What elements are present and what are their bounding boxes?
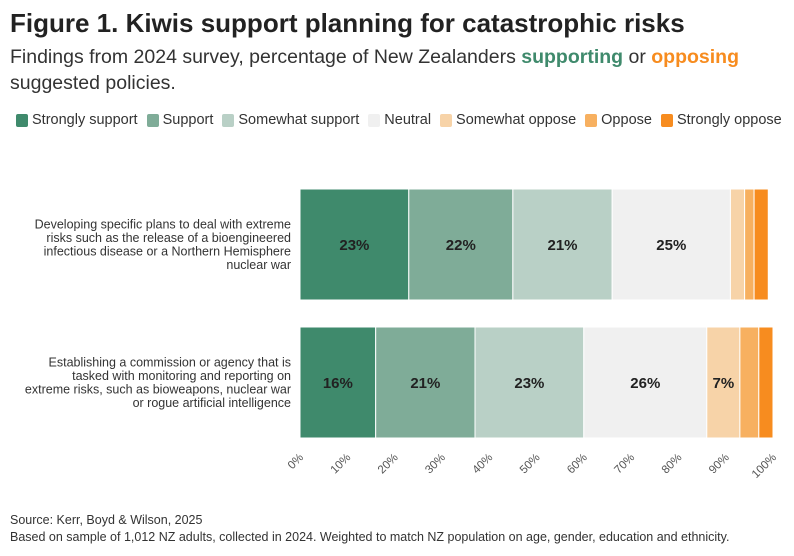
bar-segment [583,326,708,439]
data-label: 21% [410,375,440,392]
legend-label: Strongly oppose [676,112,782,128]
data-label: 7% [712,375,734,392]
legend-label: Oppose [601,112,652,128]
x-tick-label: 60% [565,452,590,477]
category-label-line: or rogue artificial intelligence [133,396,291,410]
bar-segment [758,326,774,439]
x-tick-label: 10% [329,452,354,477]
subtitle-connector: or [623,46,652,68]
source-note: Source: Kerr, Boyd & Wilson, 2025 [10,513,203,527]
bar-segment [408,188,514,301]
category-label-line: Developing specific plans to deal with e… [35,217,291,231]
bar-segment [706,326,741,439]
x-tick-label: 0% [286,452,306,472]
legend-swatch [368,113,381,127]
x-tick-label: 100% [750,452,779,481]
legend-item-strongly-support: Strongly support [16,112,138,128]
category-label-line: tasked with monitoring and reporting on [72,369,291,383]
subtitle-tail: suggested policies. [10,72,176,94]
subtitle-supporting: supporting [521,46,624,68]
category-label-line: Establishing a commission or agency that… [49,355,291,369]
x-tick-label: 30% [423,452,448,477]
subtitle-text: Findings from 2024 survey, percentage of… [10,46,522,68]
data-label: 23% [339,237,369,254]
legend-swatch [440,113,453,127]
chart-subtitle: Findings from 2024 survey, percentage of… [10,44,790,96]
category-label-line: extreme risks, such as bioweapons, nucle… [25,382,291,396]
chart-legend: Strongly support Support Somewhat suppor… [16,112,791,128]
bar-segment [753,188,769,301]
legend-label: Strongly support [32,112,138,128]
legend-label: Support [162,112,214,128]
subtitle-opposing: opposing [651,46,739,68]
x-tick-label: 20% [376,452,401,477]
category-label-line: nuclear war [226,258,291,272]
bar-segment [375,326,476,439]
legend-item-support: Support [146,112,214,128]
bar-segment [739,326,760,439]
legend-label: Somewhat oppose [456,112,577,128]
data-label: 22% [446,237,476,254]
category-label-line: risks such as the release of a bioengine… [46,231,291,245]
legend-item-somewhat-oppose: Somewhat oppose [440,112,576,128]
legend-label: Somewhat support [238,112,360,128]
x-tick-label: 80% [660,452,685,477]
x-tick-label: 50% [518,452,543,477]
data-label: 21% [547,237,577,254]
x-tick-label: 90% [707,452,732,477]
bar-segment [744,188,755,301]
legend-swatch [585,113,598,127]
data-label: 25% [656,237,686,254]
category-label: Establishing a commission or agency that… [25,355,291,410]
legend-item-oppose: Oppose [585,112,652,128]
x-tick-label: 40% [471,452,496,477]
legend-swatch [146,113,159,127]
data-label: 16% [323,375,353,392]
legend-swatch [222,113,235,127]
bar-segment [299,326,377,439]
chart-title: Figure 1. Kiwis support planning for cat… [10,8,685,38]
category-label-line: infectious disease or a Northern Hemisph… [44,244,291,258]
bar-segment [729,188,746,301]
category-label: Developing specific plans to deal with e… [35,217,291,272]
legend-item-strongly-oppose: Strongly oppose [660,112,782,128]
methodology-note: Based on sample of 1,012 NZ adults, coll… [10,530,730,544]
data-label: 23% [514,375,544,392]
bar-segment [611,188,731,301]
legend-swatch [660,113,673,127]
legend-label: Neutral [384,112,432,128]
legend-item-somewhat-support: Somewhat support [222,112,359,128]
legend-swatch [16,113,28,127]
bar-segment [474,326,585,439]
bar-segment [299,188,410,301]
data-label: 26% [630,375,660,392]
x-tick-label: 70% [612,452,637,477]
legend-item-neutral: Neutral [368,112,431,128]
